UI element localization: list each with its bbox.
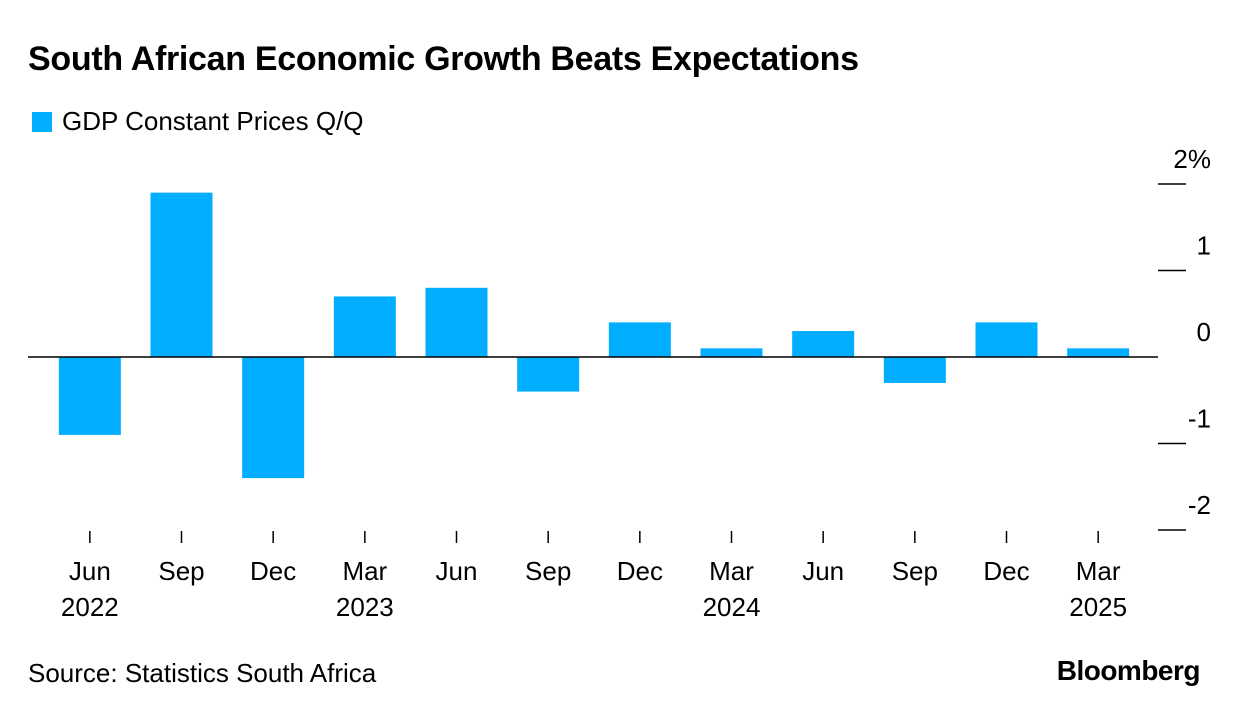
bar (58, 357, 121, 435)
x-tick-label: Jun (436, 556, 478, 586)
bar (883, 357, 946, 383)
x-tick-label: Mar (709, 556, 754, 586)
legend: GDP Constant Prices Q/Q (32, 106, 364, 137)
x-year-label: 2025 (1069, 592, 1127, 622)
bar (792, 331, 855, 357)
legend-label: GDP Constant Prices Q/Q (62, 106, 364, 136)
bar (517, 357, 580, 392)
bar (608, 322, 671, 357)
legend-swatch (32, 111, 52, 132)
x-tick-label: Sep (158, 556, 204, 586)
y-tick-label: -2 (1188, 490, 1211, 520)
bars-group (58, 192, 1130, 479)
y-axis: 2% 1 0 -1 -2 (1158, 144, 1211, 531)
x-tick-label: Dec (617, 556, 663, 586)
y-tick-label: 2% (1173, 144, 1211, 174)
x-tick-label: Dec (983, 556, 1029, 586)
bar (150, 192, 213, 357)
x-tick-label: Mar (1076, 556, 1121, 586)
source-note: Source: Statistics South Africa (28, 658, 377, 688)
bar (975, 322, 1038, 357)
x-axis: Jun Sep Dec Mar Jun Sep Dec Mar Jun Sep Dec Mar 2022… (61, 531, 1127, 622)
x-tick-label: Mar (342, 556, 387, 586)
y-tick-label: 0 (1197, 317, 1211, 347)
bar (700, 348, 763, 357)
chart-title: South African Economic Growth Beats Expe… (28, 40, 859, 78)
bar (242, 357, 305, 479)
x-year-label: 2022 (61, 592, 119, 622)
y-tick-label: -1 (1188, 404, 1211, 434)
bloomberg-logo: Bloomberg (1056, 655, 1201, 686)
x-tick-label: Jun (69, 556, 111, 586)
x-tick-label: Sep (525, 556, 571, 586)
x-tick-label: Dec (250, 556, 296, 586)
y-tick-label: 1 (1197, 231, 1211, 261)
x-tick-label: Jun (802, 556, 844, 586)
x-year-label: 2023 (336, 592, 394, 622)
x-tick-label: Sep (892, 556, 938, 586)
bar (1067, 348, 1130, 357)
bar (425, 287, 488, 357)
x-year-label: 2024 (703, 592, 761, 622)
bar (333, 296, 396, 357)
